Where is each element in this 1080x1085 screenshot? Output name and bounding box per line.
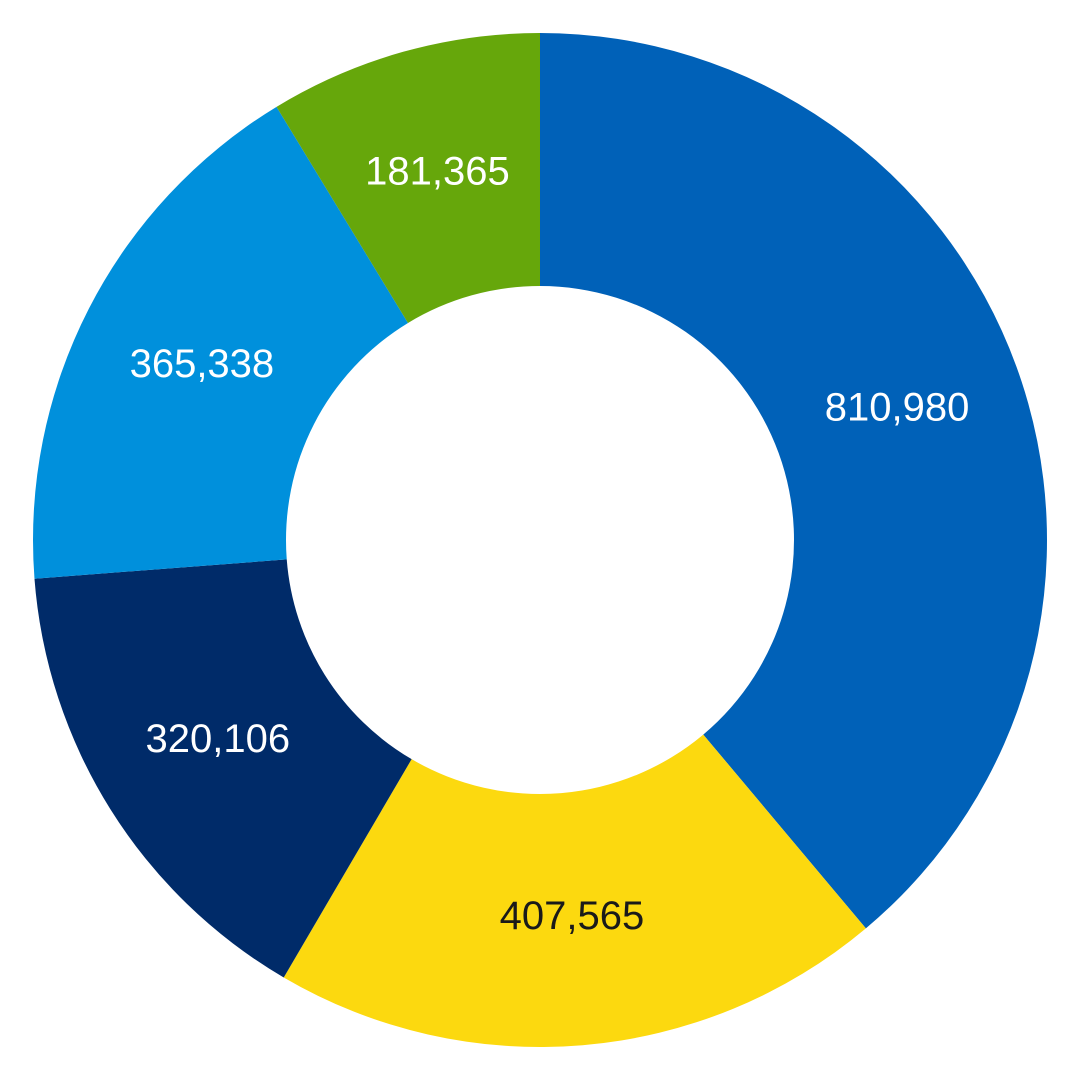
donut-slice [34, 559, 412, 978]
value-label: 407,565 [500, 894, 645, 938]
donut-slice [276, 33, 540, 323]
value-label: 320,106 [145, 717, 290, 761]
value-label: 181,365 [365, 150, 510, 194]
value-label: 365,338 [130, 342, 275, 386]
donut-slice [540, 33, 1047, 929]
donut-slice [33, 106, 409, 579]
value-label: 810,980 [825, 386, 970, 430]
donut-slice [283, 734, 866, 1047]
